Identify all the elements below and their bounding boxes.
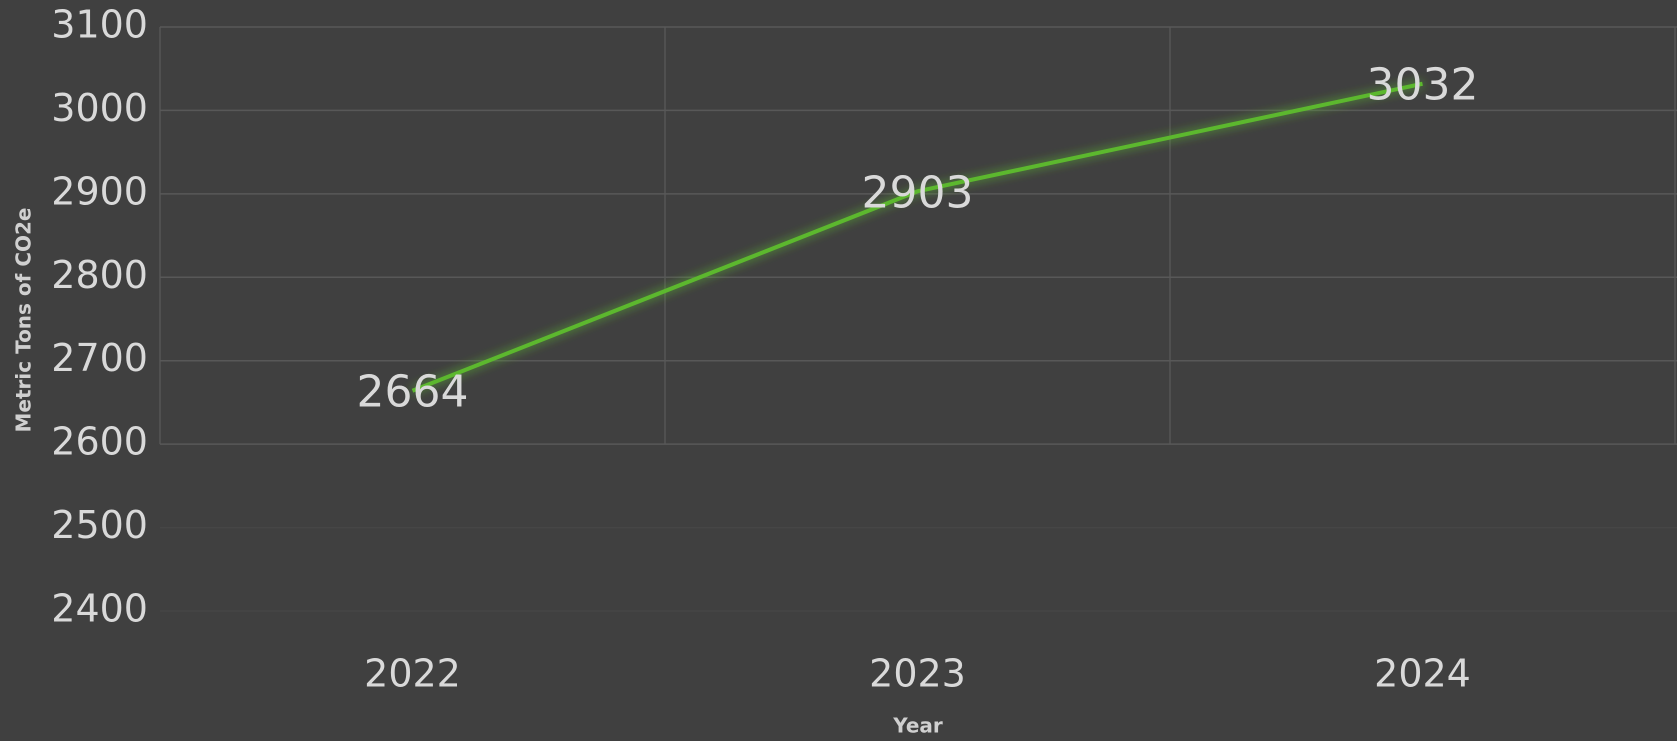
y-tick-label: 3000 (51, 86, 148, 130)
data-label: 2903 (862, 167, 974, 218)
y-tick-label: 2600 (51, 420, 148, 464)
y-tick-label: 3100 (51, 3, 148, 47)
data-label: 2664 (357, 367, 469, 418)
x-axis-title: Year (892, 714, 943, 738)
y-tick-label: 2400 (51, 587, 148, 631)
data-label: 3032 (1367, 60, 1479, 111)
x-tick-label: 2022 (364, 652, 461, 696)
y-tick-label: 2500 (51, 503, 148, 547)
x-tick-label: 2024 (1374, 652, 1471, 696)
y-tick-label: 2700 (51, 336, 148, 380)
x-tick-label: 2023 (869, 652, 966, 696)
line-series (411, 81, 1423, 393)
y-tick-label: 2900 (51, 169, 148, 213)
y-axis-title: Metric Tons of CO2e (12, 208, 36, 433)
y-tick-label: 2800 (51, 253, 148, 297)
